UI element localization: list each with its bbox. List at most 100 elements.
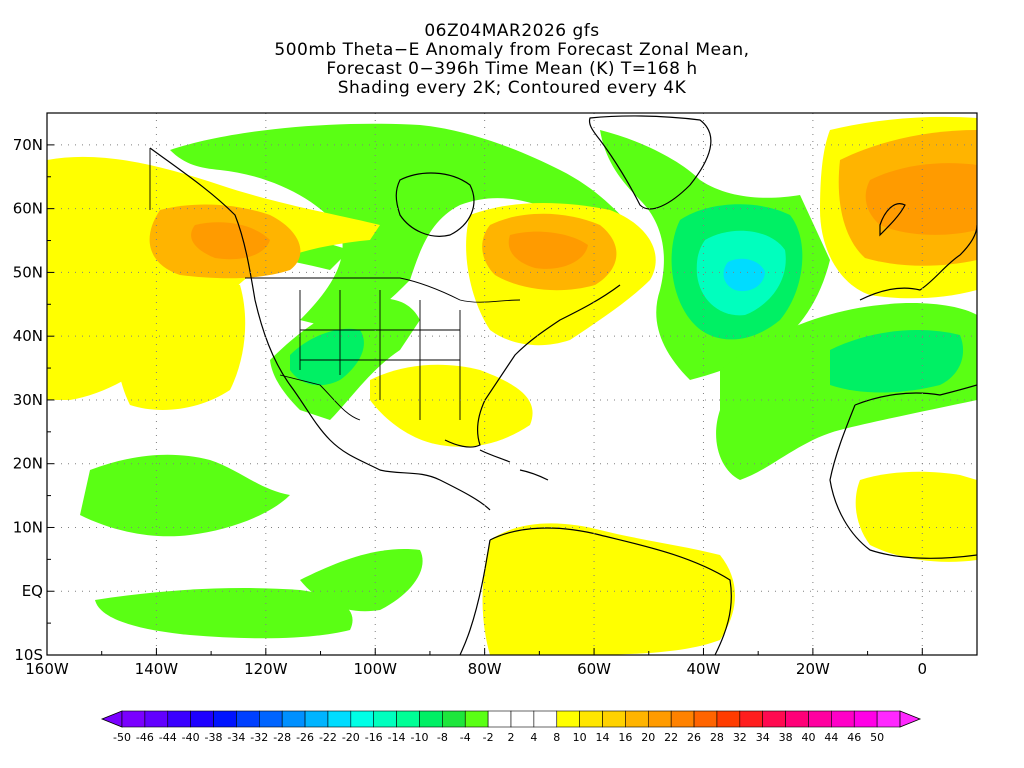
us-mexico-border [279, 374, 361, 421]
colorbar-label: -40 [182, 731, 200, 744]
lon-tick-label: 60W [577, 660, 611, 678]
colorbar-arrow-right [899, 710, 922, 728]
teal-central-us [290, 328, 364, 386]
colorbar-label: 40 [801, 731, 815, 744]
colorbar-label: 38 [779, 731, 793, 744]
colorbar-swatch [716, 710, 741, 728]
colorbar-swatch [647, 710, 672, 728]
axes: 160W 140W 120W 100W 80W 60W 40W 20W 0 10S EQ 10N 20N… [13, 136, 927, 678]
yellow-south-of-arc [115, 280, 246, 410]
colorbar-label: 46 [847, 731, 861, 744]
yellow-se-us [370, 364, 533, 447]
colorbar-label: 20 [641, 731, 655, 744]
us-state-lines [299, 290, 461, 420]
colorbar-swatch [167, 710, 191, 728]
colorbar-swatch [121, 710, 146, 728]
colorbar-label: -38 [205, 731, 223, 744]
colorbar-label: -46 [136, 731, 154, 744]
lon-tick-label: 140W [135, 660, 179, 678]
lat-tick-label: 20N [13, 455, 43, 473]
shading-layer [47, 113, 977, 655]
colorbar-swatch [213, 710, 237, 728]
colorbar-label: -16 [365, 731, 383, 744]
lat-tick-label: 10S [14, 646, 43, 664]
colorbar-swatch [579, 710, 603, 728]
green-east-pacific-tongue [300, 549, 423, 612]
colorbar-label: 28 [710, 731, 724, 744]
colorbar-label: -32 [250, 731, 268, 744]
lat-tick-label: 40N [13, 327, 43, 345]
gridlines [47, 113, 977, 655]
colorbar-swatch [853, 710, 878, 728]
colorbar-swatch [236, 710, 260, 728]
colorbar-swatch [625, 710, 649, 728]
hudson-bay [395, 172, 475, 237]
colorbar-label: -22 [319, 731, 337, 744]
colorbar-label: -2 [483, 731, 494, 744]
colorbar-swatch [281, 710, 306, 728]
title-line-1: 06Z04MAR2026 gfs [424, 21, 600, 41]
colorbar-label: 16 [618, 731, 632, 744]
colorbar-label: 4 [530, 731, 537, 744]
green-tropical-pacific [80, 454, 290, 537]
orange-europe-core [865, 163, 977, 235]
colorbar-label: 32 [733, 731, 747, 744]
colorbar-swatch [350, 710, 375, 728]
colorbar-label: -50 [113, 731, 131, 744]
lat-tick-label: 60N [13, 200, 43, 218]
lon-tick-label: 0 [918, 660, 928, 678]
colorbar-swatch [327, 710, 352, 728]
africa-coast [829, 384, 977, 559]
colorbar-label: -14 [388, 731, 406, 744]
colorbar-label: 34 [756, 731, 770, 744]
colorbar-label: -34 [227, 731, 245, 744]
colorbar-swatch [876, 710, 901, 728]
colorbar-swatch [396, 710, 420, 728]
us-canada-border [245, 277, 521, 303]
cyan-atlantic-center [723, 258, 765, 292]
colorbar-swatch [304, 710, 329, 728]
colorbar-swatch [556, 710, 580, 728]
colorbar-swatch [831, 710, 855, 728]
colorbar-label: -4 [460, 731, 471, 744]
title-line-3: Forecast 0−396h Time Mean (K) T=168 h [326, 59, 698, 79]
caribbean [479, 449, 549, 481]
lon-tick-label: 100W [354, 660, 398, 678]
yellow-south-america [482, 523, 735, 655]
lon-tick-label: 40W [687, 660, 721, 678]
colorbar-label: -20 [342, 731, 360, 744]
north-america-east-coast [444, 284, 621, 448]
lon-tick-label: 80W [468, 660, 502, 678]
colorbar-swatch [442, 710, 466, 728]
colorbar-swatch [487, 710, 512, 728]
colorbar-label: -10 [410, 731, 428, 744]
greenland [588, 115, 712, 210]
colorbar-arrow-left [100, 710, 123, 728]
south-america [459, 527, 732, 655]
colorbar-label: -28 [273, 731, 291, 744]
lat-tick-label: 50N [13, 263, 43, 281]
colorbar-swatch [373, 710, 397, 728]
colorbar-label: 10 [573, 731, 587, 744]
colorbar-label: 2 [508, 731, 515, 744]
colorbar-label: 22 [664, 731, 678, 744]
colorbar-swatch [602, 710, 626, 728]
teal-north-africa [830, 330, 964, 393]
lon-tick-label: 20W [796, 660, 830, 678]
lat-tick-label: 70N [13, 136, 43, 154]
europe-coast [859, 203, 977, 301]
colorbar-swatch [144, 710, 169, 728]
colorbar-label: 14 [596, 731, 610, 744]
colorbar-label: -26 [296, 731, 314, 744]
colorbar-swatch [533, 710, 558, 728]
colorbar-swatch [258, 710, 283, 728]
colorbar-label: 50 [870, 731, 884, 744]
colorbar-swatch [785, 710, 809, 728]
colorbar-swatch [808, 710, 832, 728]
green-equatorial-pacific [95, 588, 353, 639]
coastlines [149, 115, 977, 655]
title-line-2: 500mb Theta−E Anomaly from Forecast Zona… [274, 40, 750, 60]
colorbar-label: -44 [159, 731, 177, 744]
title-line-4: Shading every 2K; Contoured every 4K [337, 78, 687, 98]
